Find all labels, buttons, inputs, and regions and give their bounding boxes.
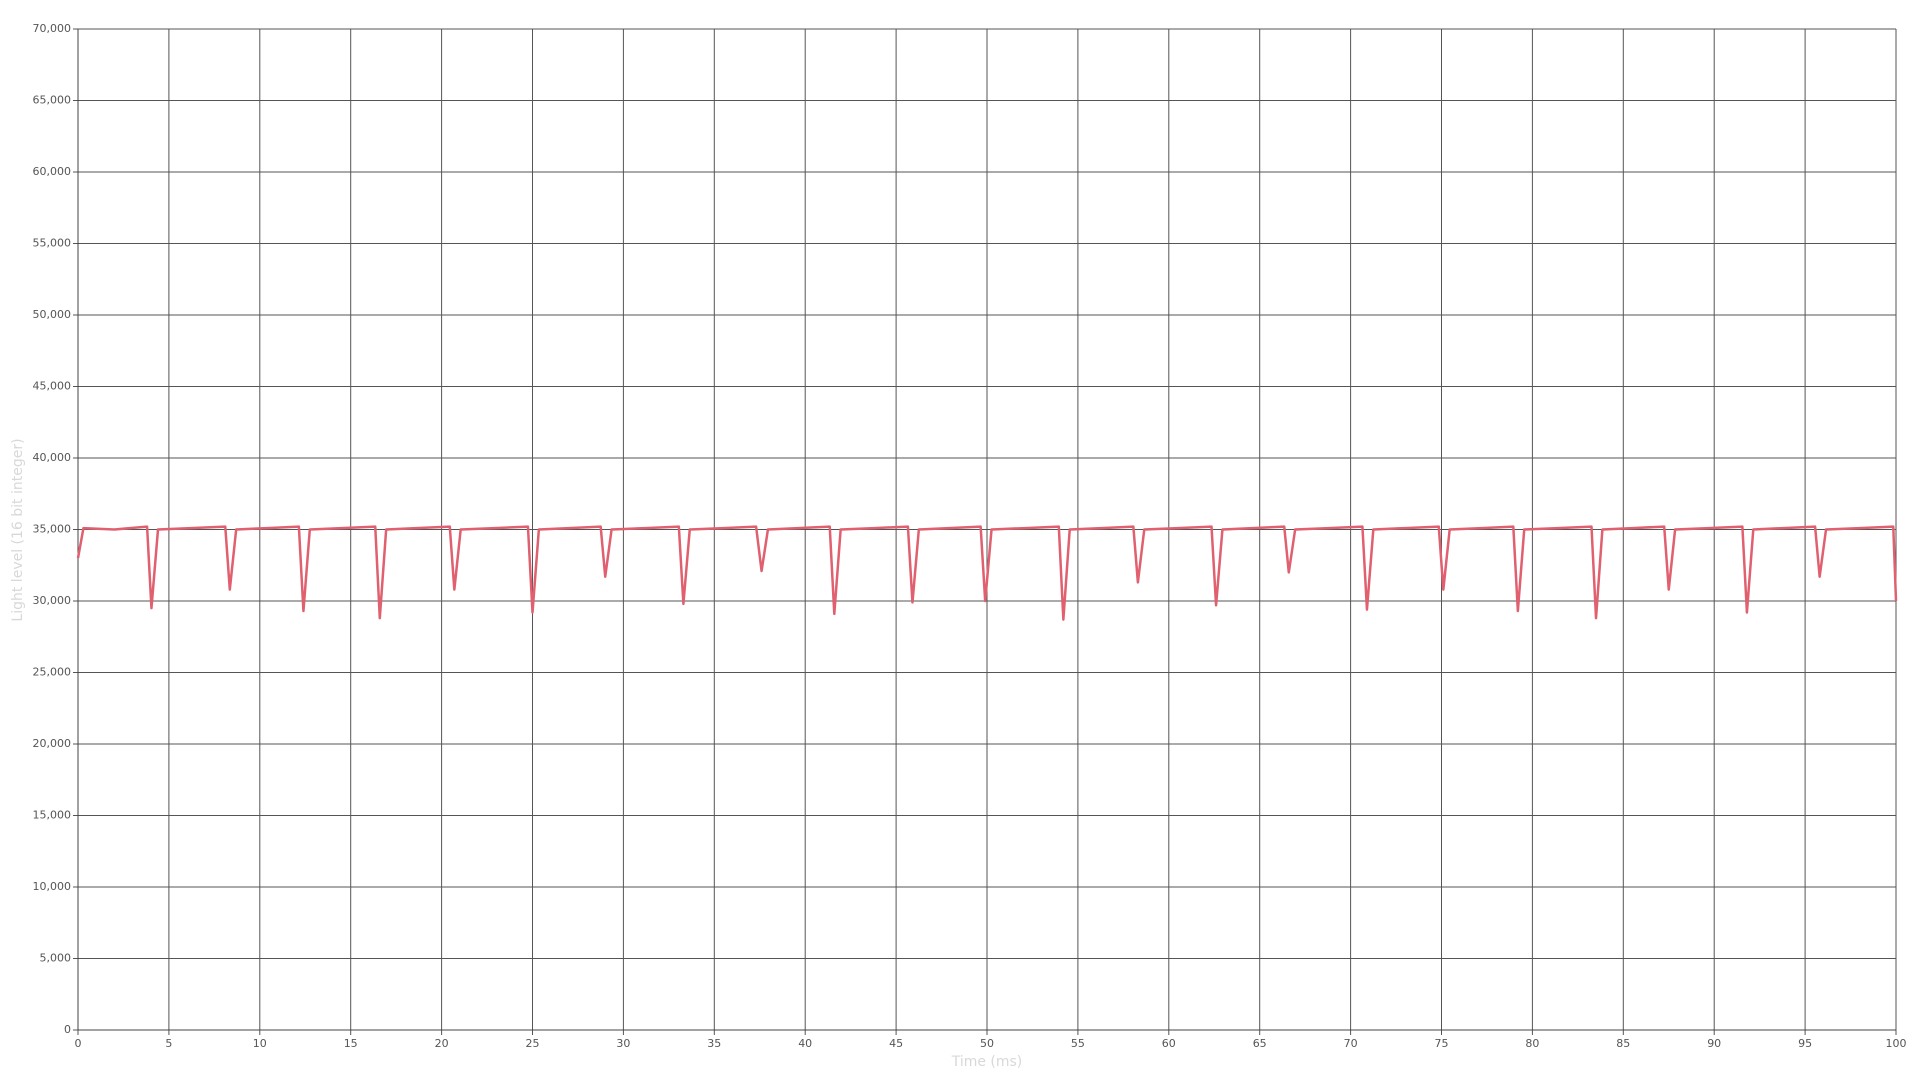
x-tick-label: 70 xyxy=(1344,1037,1358,1050)
y-tick-label: 0 xyxy=(64,1023,71,1036)
x-tick-label: 55 xyxy=(1071,1037,1085,1050)
x-tick-label: 75 xyxy=(1435,1037,1449,1050)
x-tick-label: 25 xyxy=(526,1037,540,1050)
y-tick-label: 5,000 xyxy=(40,952,72,965)
x-axis-title: Time (ms) xyxy=(951,1054,1023,1070)
x-tick-label: 90 xyxy=(1707,1037,1721,1050)
x-tick-label: 45 xyxy=(889,1037,903,1050)
y-tick-label: 25,000 xyxy=(33,666,72,679)
x-tick-label: 100 xyxy=(1886,1037,1907,1050)
y-tick-label: 70,000 xyxy=(33,22,72,35)
x-tick-label: 0 xyxy=(75,1037,82,1050)
data-line xyxy=(76,525,1898,621)
x-tick-label: 30 xyxy=(616,1037,630,1050)
x-tick-label: 5 xyxy=(165,1037,172,1050)
x-tick-label: 20 xyxy=(435,1037,449,1050)
x-tick-label: 60 xyxy=(1162,1037,1176,1050)
y-tick-label: 15,000 xyxy=(33,809,72,822)
x-tick-label: 10 xyxy=(253,1037,267,1050)
y-tick-label: 65,000 xyxy=(33,94,72,107)
x-tick-label: 40 xyxy=(798,1037,812,1050)
y-tick-label: 45,000 xyxy=(33,380,72,393)
y-axis-title: Light level (16 bit integer) xyxy=(10,438,26,621)
x-tick-label: 95 xyxy=(1798,1037,1812,1050)
y-tick-label: 10,000 xyxy=(33,880,72,893)
y-tick-label: 30,000 xyxy=(33,594,72,607)
x-tick-label: 65 xyxy=(1253,1037,1267,1050)
y-tick-label: 35,000 xyxy=(33,523,72,536)
x-tick-label: 15 xyxy=(344,1037,358,1050)
y-tick-label: 40,000 xyxy=(33,451,72,464)
x-tick-label: 35 xyxy=(707,1037,721,1050)
y-tick-label: 20,000 xyxy=(33,737,72,750)
y-tick-label: 50,000 xyxy=(33,308,72,321)
x-tick-label: 85 xyxy=(1616,1037,1630,1050)
x-tick-label: 80 xyxy=(1525,1037,1539,1050)
x-tick-label: 50 xyxy=(980,1037,994,1050)
y-tick-label: 60,000 xyxy=(33,165,72,178)
y-tick-label: 55,000 xyxy=(33,237,72,250)
